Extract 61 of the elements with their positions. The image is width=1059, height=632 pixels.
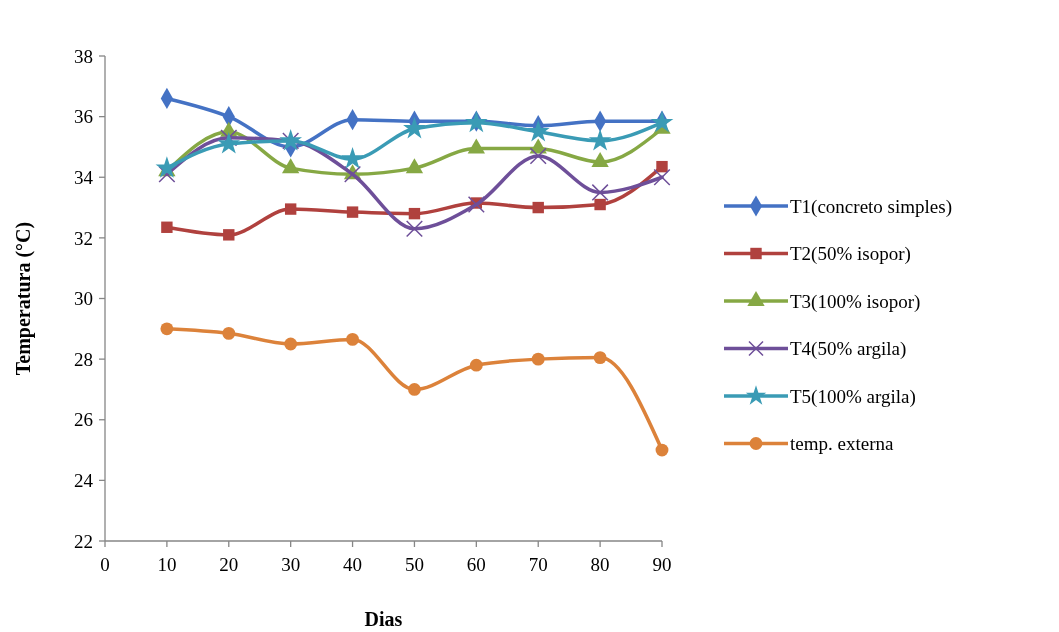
- point: [222, 326, 236, 340]
- x-tick-label: 90: [652, 554, 672, 575]
- point: [650, 110, 674, 133]
- point: [588, 128, 612, 151]
- point: [653, 168, 671, 186]
- point: [284, 203, 297, 215]
- y-tick-label: 34: [74, 166, 94, 188]
- legend-label: T2(50% isopor): [790, 243, 911, 266]
- point: [526, 119, 550, 142]
- point: [405, 158, 424, 174]
- y-tick-label: 30: [74, 288, 93, 310]
- point: [593, 351, 607, 365]
- y-axis-title: Temperatura (°C): [12, 221, 35, 376]
- point: [467, 138, 485, 154]
- y-tick-label: 36: [74, 106, 93, 128]
- point: [346, 206, 359, 218]
- y-tick-label: 24: [74, 470, 94, 492]
- point: [469, 358, 483, 372]
- x-tick-label: 0: [100, 554, 110, 575]
- legend-label: T3(100% isopor): [790, 290, 921, 313]
- point: [341, 147, 364, 169]
- x-axis-title: Dias: [364, 608, 403, 630]
- point: [346, 333, 359, 346]
- y-tick-label: 26: [74, 409, 93, 431]
- point: [467, 195, 485, 214]
- point: [408, 207, 421, 220]
- legend-label: T4(50% argila): [790, 338, 907, 361]
- point: [284, 337, 298, 351]
- point: [656, 160, 668, 173]
- x-tick-label: 80: [590, 554, 610, 575]
- y-tick-label: 22: [74, 530, 93, 552]
- point: [161, 221, 173, 233]
- point: [464, 110, 488, 133]
- point: [655, 443, 669, 457]
- point: [223, 229, 235, 241]
- legend-label: temp. externa: [790, 433, 894, 455]
- x-tick-label: 30: [281, 554, 301, 575]
- x-tick-label: 60: [466, 554, 486, 575]
- x-tick-label: 50: [404, 554, 424, 575]
- y-tick-label: 38: [74, 45, 93, 67]
- point: [160, 322, 174, 336]
- point: [532, 201, 544, 214]
- point: [408, 383, 421, 396]
- y-tick-label: 32: [74, 227, 93, 249]
- legend-label: T5(100% argila): [790, 385, 916, 408]
- x-tick-label: 40: [343, 554, 363, 575]
- point: [403, 116, 426, 139]
- x-tick-label: 20: [219, 554, 239, 575]
- point: [591, 152, 609, 168]
- y-tick-label: 28: [74, 348, 93, 370]
- legend-label: T1(concreto simples): [790, 195, 952, 218]
- point: [155, 156, 179, 178]
- point: [591, 183, 609, 201]
- point: [282, 158, 300, 174]
- point: [217, 131, 241, 154]
- point: [531, 352, 545, 366]
- x-tick-label: 10: [157, 554, 177, 575]
- point: [594, 198, 606, 211]
- x-tick-label: 70: [528, 554, 548, 575]
- point: [405, 220, 423, 238]
- point: [529, 147, 547, 165]
